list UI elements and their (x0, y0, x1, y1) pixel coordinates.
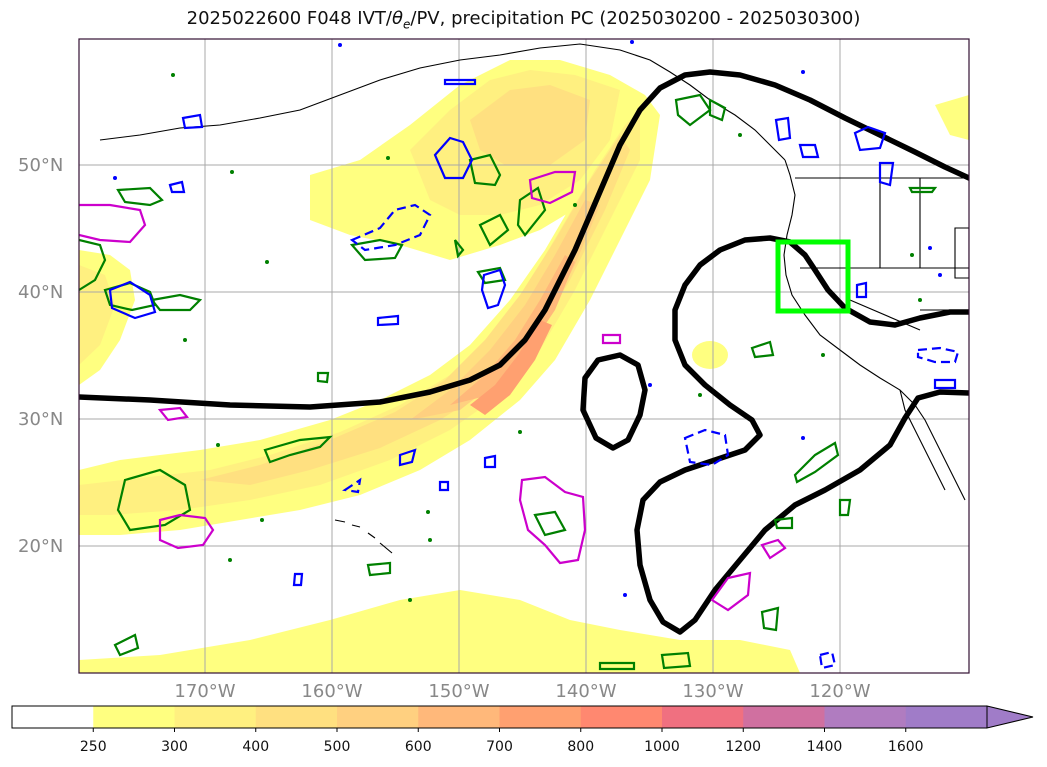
blue-dashed-contours (342, 203, 960, 670)
ivt-band-400-nw (470, 85, 590, 165)
colorbar-swatch (12, 706, 94, 728)
magenta-contours (79, 170, 787, 612)
colorbar-tick-label: 700 (486, 739, 513, 755)
colorbar-swatch (743, 706, 825, 728)
lon-label-140w: 140°W (555, 681, 617, 702)
colorbar-swatch (580, 706, 663, 728)
colorbar-extend-arrow (986, 705, 1034, 729)
lat-label-50n: 50°N (18, 155, 64, 176)
pc-contour (79, 69, 969, 635)
map-frame (78, 38, 970, 674)
ivt-band-700 (470, 320, 552, 415)
small-dots (171, 73, 922, 602)
blue-contours (108, 78, 957, 587)
colorbar-tick-label: 1600 (887, 739, 924, 755)
lat-label-40n: 40°N (18, 282, 64, 303)
plot-title: 2025022600 F048 IVT/θe/PV, precipitation… (186, 8, 861, 32)
lon-label-120w: 120°W (809, 681, 871, 702)
lon-label-150w: 150°W (428, 681, 490, 702)
colorbar-tick-label: 800 (567, 739, 595, 755)
colorbar-swatch (337, 706, 419, 728)
state-lines (800, 178, 969, 331)
lon-label-160w: 160°W (301, 681, 363, 702)
ivt-band-250-south (79, 590, 800, 673)
colorbar-swatch (255, 706, 338, 728)
gridlines (79, 39, 969, 673)
green-contours (79, 93, 938, 671)
baja (899, 389, 946, 491)
colorbar-swatch (905, 706, 988, 728)
highlight-box (775, 239, 851, 314)
colorbar-tick-label: 1000 (644, 739, 680, 755)
lat-label-20n: 20°N (18, 536, 64, 557)
colorbar-tick-label: 300 (161, 739, 188, 755)
small-dots-blue (113, 40, 942, 597)
colorbar-tick-label: 600 (404, 739, 432, 755)
bc-coast (783, 159, 966, 501)
lon-label-170w: 170°W (174, 681, 236, 702)
lon-label-130w: 130°W (682, 681, 744, 702)
ivt-band-500 (410, 200, 600, 420)
colorbar-tick-label: 1200 (725, 739, 762, 755)
colorbar-swatch (824, 706, 907, 728)
colorbar-tick-label: 250 (79, 739, 107, 755)
colorbar (11, 705, 1034, 732)
colorbar-swatch (418, 706, 500, 728)
colorbar-tick-label: 1400 (806, 739, 843, 755)
lat-label-30n: 30°N (18, 409, 64, 430)
colorbar-tick-label: 500 (323, 739, 351, 755)
colorbar-swatch (93, 706, 175, 728)
ivt-band-250-east (935, 95, 969, 140)
colorbar-swatch (174, 706, 257, 728)
colorbar-tick-label: 400 (242, 739, 270, 755)
colorbar-swatch (662, 706, 744, 728)
colorbar-swatch (499, 706, 582, 728)
hawaii (334, 519, 393, 554)
ivt-band-250-blob (692, 341, 728, 369)
